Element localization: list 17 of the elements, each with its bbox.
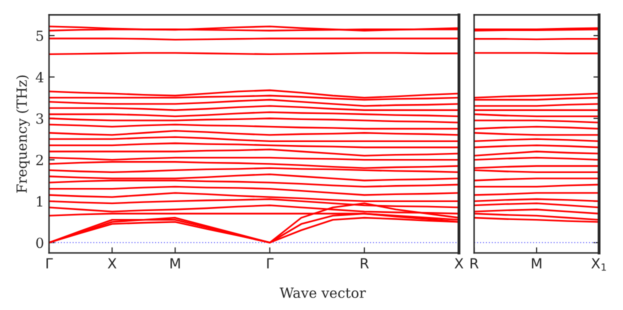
x-tick-label: M [170,258,180,268]
x-tick-label: R [360,258,369,268]
x-tick-label: Γ [46,258,53,268]
y-axis-title: Frequency (THz) [16,75,30,193]
x-axis-title: Wave vector [280,288,366,298]
x-tick-label: M [532,258,542,268]
x-tick-label: X$_{1}$ [591,258,606,271]
y-tick-label: 1 [37,196,42,206]
y-tick-label: 3 [36,113,44,124]
y-tick-label: 0 [36,238,44,248]
x-tick-label: Γ [267,258,274,268]
x-tick-label: X [454,258,464,268]
y-tick-label: 5 [36,30,44,42]
x-tick-label: X [108,258,116,268]
x-tick-label: R [470,258,479,268]
y-tick-label: 2 [36,154,43,166]
y-tick-label: 4 [36,72,44,82]
